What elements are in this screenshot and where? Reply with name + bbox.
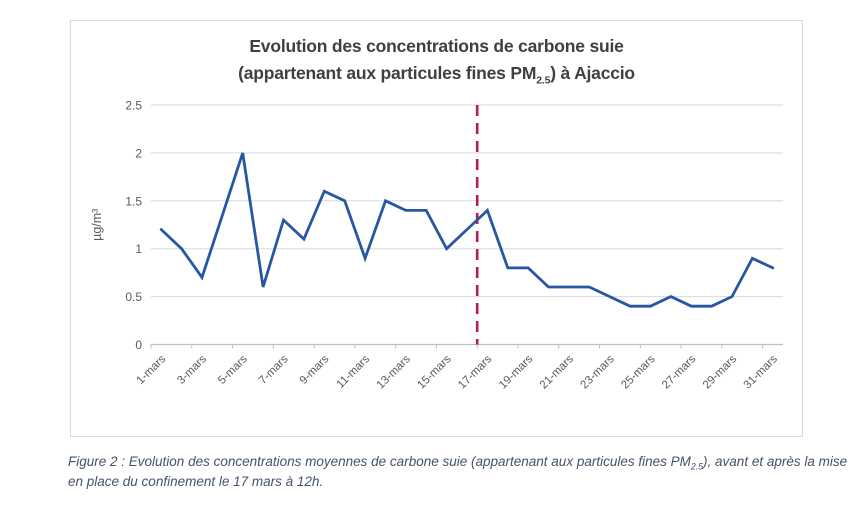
x-tick-label: 3-mars	[175, 353, 209, 387]
y-tick-labels: 0 0.5 1 1.5 2 2.5	[125, 99, 142, 353]
figure-caption: Figure 2 : Evolution des concentrations …	[68, 454, 848, 489]
caption-pm-subscript: 2.5	[690, 461, 704, 472]
y-tick-label: 0	[135, 338, 142, 352]
chart-title: Evolution des concentrations de carbone …	[71, 33, 802, 87]
y-tick-label: 2	[135, 146, 142, 160]
x-tick-label: 27-mars	[660, 353, 698, 391]
y-tick-label: 1.5	[125, 194, 142, 208]
x-tick-label: 21-mars	[538, 353, 576, 391]
line-chart: 0 0.5 1 1.5 2 2.5 1-mars 3-mars 5-mars 7-mars 9-ma…	[90, 99, 783, 391]
x-tick-label: 5-mars	[216, 353, 250, 387]
chart-title-line1: Evolution des concentrations de carbone …	[249, 36, 624, 56]
x-tick-label: 1-mars	[135, 353, 169, 387]
chart-panel: 0 0.5 1 1.5 2 2.5 1-mars 3-mars 5-mars 7-mars 9-ma…	[70, 20, 803, 437]
x-tick-label: 23-mars	[579, 353, 617, 391]
x-tick-label: 17-mars	[456, 353, 494, 391]
chart-title-line2: (appartenant aux particules fines PM2.5)…	[238, 63, 635, 87]
title-pm-subscript: 2.5	[536, 74, 551, 87]
y-tick-label: 0.5	[125, 290, 142, 304]
x-tick-labels: 1-mars 3-mars 5-mars 7-mars 9-mars 11-mars 13-…	[135, 353, 781, 391]
x-tick-label: 7-mars	[257, 353, 291, 387]
x-tick-label: 15-mars	[415, 353, 453, 391]
x-axis	[150, 343, 783, 349]
y-tick-label: 1	[135, 242, 142, 256]
x-tick-label: 9-mars	[298, 353, 332, 387]
x-tick-label: 11-mars	[334, 353, 372, 391]
x-tick-label: 13-mars	[375, 353, 413, 391]
y-tick-label: 2.5	[125, 99, 142, 113]
y-axis-title: µg/m³	[90, 209, 104, 241]
x-tick-label: 25-mars	[619, 353, 657, 391]
x-tick-label: 29-mars	[701, 353, 739, 391]
gridlines	[151, 104, 783, 298]
x-tick-label: 19-mars	[497, 353, 535, 391]
x-tick-label: 31-mars	[742, 353, 780, 391]
series-line	[159, 152, 775, 308]
